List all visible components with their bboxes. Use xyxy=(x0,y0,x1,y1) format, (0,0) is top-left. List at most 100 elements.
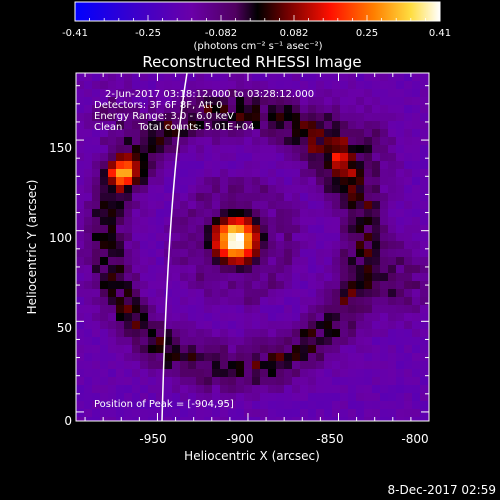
image-pixel xyxy=(380,393,388,401)
image-pixel xyxy=(164,169,172,177)
image-pixel xyxy=(76,345,84,353)
image-pixel xyxy=(148,193,156,201)
image-pixel xyxy=(252,105,260,113)
image-pixel xyxy=(324,249,332,257)
image-pixel xyxy=(124,129,132,137)
image-pixel xyxy=(388,105,396,113)
image-pixel xyxy=(244,121,252,129)
image-pixel xyxy=(228,129,236,137)
image-pixel xyxy=(172,249,180,257)
image-pixel xyxy=(404,225,412,233)
image-pixel xyxy=(252,417,260,421)
image-pixel xyxy=(260,89,268,97)
image-pixel xyxy=(84,265,92,273)
image-pixel xyxy=(148,409,156,417)
image-pixel xyxy=(420,265,428,273)
image-pixel xyxy=(300,257,308,265)
image-pixel xyxy=(180,241,188,249)
image-pixel xyxy=(100,401,108,409)
image-pixel xyxy=(396,161,404,169)
image-pixel xyxy=(84,169,92,177)
image-pixel xyxy=(332,313,340,321)
image-pixel xyxy=(372,289,380,297)
image-pixel xyxy=(196,73,204,81)
image-pixel xyxy=(412,73,420,81)
image-pixel xyxy=(180,201,188,209)
image-pixel xyxy=(140,257,148,265)
image-pixel xyxy=(332,185,340,193)
image-pixel xyxy=(252,73,260,81)
image-pixel xyxy=(172,241,180,249)
image-pixel xyxy=(252,89,260,97)
image-pixel xyxy=(380,257,388,265)
image-pixel xyxy=(316,401,324,409)
image-pixel xyxy=(260,233,268,241)
image-pixel xyxy=(404,161,412,169)
colorbar-gradient xyxy=(74,1,441,22)
image-pixel xyxy=(268,297,276,305)
image-pixel xyxy=(164,337,172,345)
image-pixel xyxy=(244,89,252,97)
image-pixel xyxy=(332,369,340,377)
image-pixel xyxy=(244,313,252,321)
image-pixel xyxy=(220,89,228,97)
image-pixel xyxy=(412,145,420,153)
image-pixel xyxy=(108,281,116,289)
image-pixel xyxy=(364,185,372,193)
image-pixel xyxy=(108,73,116,81)
image-pixel xyxy=(132,169,140,177)
image-pixel xyxy=(92,161,100,169)
image-pixel xyxy=(132,281,140,289)
image-pixel xyxy=(156,81,164,89)
image-pixel xyxy=(380,377,388,385)
image-pixel xyxy=(148,329,156,337)
image-pixel xyxy=(412,385,420,393)
image-pixel xyxy=(84,225,92,233)
image-pixel xyxy=(324,377,332,385)
image-pixel xyxy=(276,113,284,121)
image-pixel xyxy=(332,329,340,337)
image-pixel xyxy=(188,281,196,289)
image-pixel xyxy=(156,97,164,105)
image-pixel xyxy=(76,313,84,321)
image-pixel xyxy=(380,345,388,353)
image-pixel xyxy=(220,193,228,201)
image-pixel xyxy=(260,417,268,421)
image-pixel xyxy=(100,385,108,393)
image-pixel xyxy=(188,265,196,273)
image-pixel xyxy=(124,289,132,297)
image-pixel xyxy=(292,361,300,369)
image-pixel xyxy=(204,385,212,393)
image-pixel xyxy=(108,241,116,249)
image-pixel xyxy=(180,289,188,297)
image-pixel xyxy=(380,89,388,97)
image-pixel xyxy=(228,321,236,329)
image-area xyxy=(76,73,429,421)
image-pixel xyxy=(124,233,132,241)
image-pixel xyxy=(396,217,404,225)
image-pixel xyxy=(84,161,92,169)
plot-title: Reconstructed RHESSI Image xyxy=(142,53,361,71)
image-pixel xyxy=(340,97,348,105)
image-pixel xyxy=(324,265,332,273)
image-pixel xyxy=(188,81,196,89)
image-pixel xyxy=(412,401,420,409)
image-pixel xyxy=(204,233,212,241)
image-pixel xyxy=(420,393,428,401)
image-pixel xyxy=(284,177,292,185)
image-pixel xyxy=(84,313,92,321)
image-pixel xyxy=(252,353,260,361)
image-pixel xyxy=(364,193,372,201)
image-pixel xyxy=(300,377,308,385)
image-pixel xyxy=(388,177,396,185)
image-pixel xyxy=(204,241,212,249)
image-pixel xyxy=(76,137,84,145)
image-pixel xyxy=(212,337,220,345)
image-pixel xyxy=(76,233,84,241)
image-pixel xyxy=(332,113,340,121)
image-pixel xyxy=(372,193,380,201)
image-pixel xyxy=(348,249,356,257)
image-pixel xyxy=(388,145,396,153)
image-pixel xyxy=(372,393,380,401)
image-pixel xyxy=(212,401,220,409)
